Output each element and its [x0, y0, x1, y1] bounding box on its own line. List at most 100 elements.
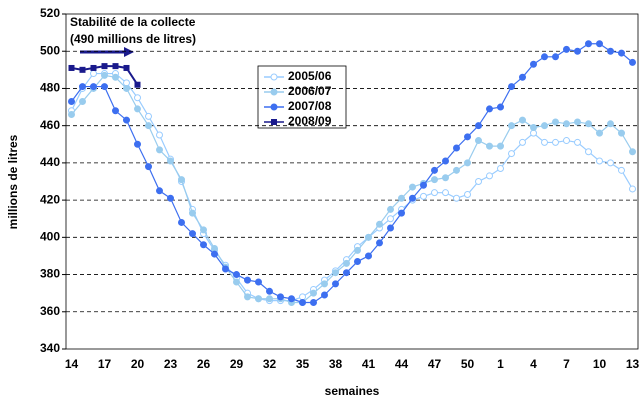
data-point — [343, 259, 350, 267]
x-tick-label: 10 — [593, 357, 607, 371]
data-point — [530, 60, 537, 68]
data-point — [464, 133, 471, 141]
data-point — [288, 295, 295, 303]
data-point — [607, 159, 614, 167]
annotation: (490 millions de litres) — [70, 32, 196, 46]
data-point — [508, 150, 515, 158]
data-point — [321, 291, 328, 299]
x-tick-label: 20 — [131, 357, 145, 371]
data-point — [101, 71, 108, 79]
data-point — [123, 84, 130, 92]
data-point — [431, 189, 438, 197]
data-point — [178, 218, 185, 226]
data-point — [486, 105, 493, 113]
x-tick-label: 17 — [98, 357, 112, 371]
data-point — [156, 131, 163, 139]
data-point — [167, 157, 174, 165]
data-point — [420, 181, 427, 189]
data-point — [607, 120, 614, 128]
data-point — [409, 194, 416, 202]
data-point — [618, 166, 625, 174]
y-tick-label: 520 — [40, 6, 60, 20]
data-point — [354, 246, 361, 254]
data-point — [475, 137, 482, 145]
data-point — [585, 40, 592, 48]
x-tick-label: 38 — [329, 357, 343, 371]
x-tick-label: 4 — [530, 357, 537, 371]
data-point — [79, 83, 86, 91]
data-point — [475, 122, 482, 130]
data-point — [453, 194, 460, 202]
data-point — [376, 220, 383, 228]
data-point — [486, 172, 493, 180]
data-point — [585, 120, 592, 128]
data-point — [519, 73, 526, 81]
data-point — [387, 224, 394, 232]
x-tick-label: 35 — [296, 357, 310, 371]
data-point — [365, 252, 372, 260]
legend-label: 2005/06 — [288, 69, 332, 83]
x-tick-label: 26 — [197, 357, 211, 371]
data-point — [530, 124, 537, 132]
data-point — [277, 293, 284, 301]
data-point — [90, 70, 97, 78]
data-point — [552, 138, 559, 146]
data-point — [442, 189, 449, 197]
data-point — [387, 205, 394, 213]
data-point — [519, 116, 526, 124]
data-point — [464, 191, 471, 199]
data-point — [596, 157, 603, 165]
y-tick-label: 440 — [40, 155, 60, 169]
data-point — [233, 271, 240, 279]
data-point — [79, 66, 86, 73]
x-tick-label: 7 — [563, 357, 570, 371]
data-point — [420, 192, 427, 200]
data-point — [123, 64, 130, 71]
data-point — [145, 122, 152, 130]
data-point — [409, 183, 416, 191]
data-point — [134, 140, 141, 148]
x-tick-label: 13 — [626, 357, 640, 371]
data-point — [398, 209, 405, 217]
legend-label: 2008/09 — [288, 114, 332, 128]
data-point — [563, 45, 570, 53]
data-point — [574, 47, 581, 55]
data-point — [519, 138, 526, 146]
data-point — [145, 163, 152, 171]
data-point — [189, 209, 196, 217]
data-point — [508, 122, 515, 130]
data-point — [365, 233, 372, 241]
data-point — [211, 250, 218, 258]
data-point — [244, 276, 251, 284]
data-point — [563, 120, 570, 128]
y-tick-label: 420 — [40, 192, 60, 206]
data-point — [112, 73, 119, 81]
data-point — [134, 105, 141, 113]
data-point — [310, 289, 317, 297]
legend-label: 2006/07 — [288, 84, 332, 98]
data-point — [398, 194, 405, 202]
data-point — [343, 269, 350, 277]
series-line — [70, 72, 634, 302]
legend-marker — [270, 73, 278, 81]
data-point — [156, 146, 163, 154]
data-point — [123, 116, 130, 124]
data-point — [607, 47, 614, 55]
annotation: Stabilité de la collecte — [70, 15, 196, 29]
data-point — [475, 178, 482, 185]
data-point — [618, 49, 625, 57]
data-point — [574, 118, 581, 126]
data-point — [200, 226, 207, 234]
y-tick-label: 360 — [40, 304, 60, 318]
series-line — [71, 43, 633, 304]
plot-frame — [65, 13, 639, 350]
data-point — [574, 138, 581, 146]
data-point — [79, 97, 86, 105]
data-point — [618, 129, 625, 137]
legend-marker — [270, 103, 278, 111]
data-point — [486, 142, 493, 150]
data-point — [68, 97, 75, 105]
data-point — [596, 129, 603, 137]
data-point — [178, 176, 185, 184]
